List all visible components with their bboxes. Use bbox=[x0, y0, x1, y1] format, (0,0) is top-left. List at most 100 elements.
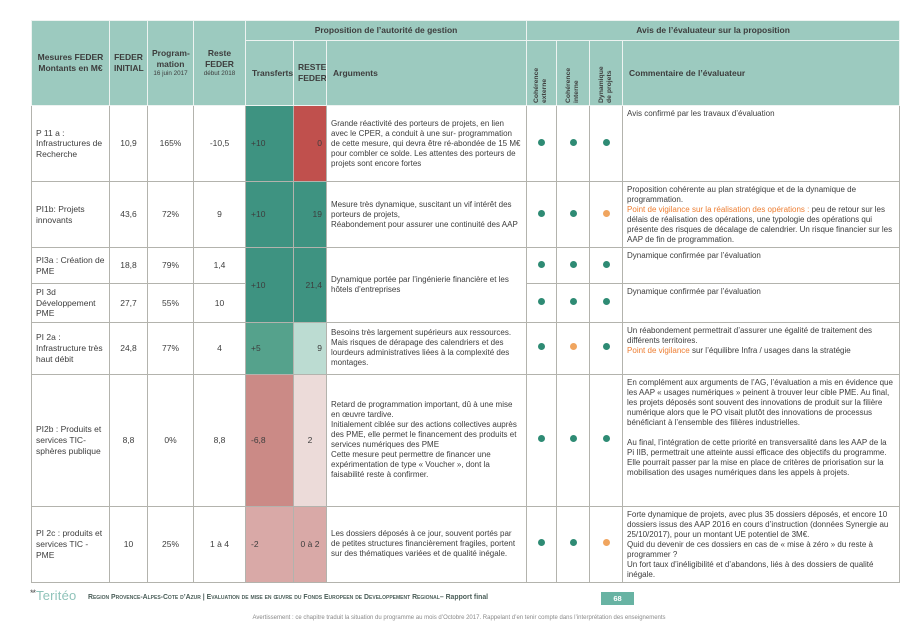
feder-initial-cell: 18,8 bbox=[109, 247, 148, 284]
table-row: P 11 a : Infrastructures de Recherche 10… bbox=[31, 105, 901, 182]
rating-dot bbox=[569, 260, 577, 268]
comment-cell: Un réabondement permettrait d’assurer un… bbox=[622, 321, 901, 375]
header-mesures: Mesures FEDER Montants en M€ bbox=[31, 20, 110, 106]
comment-cell: Dynamique confirmée par l’évaluation bbox=[622, 247, 901, 284]
dynamique-cell bbox=[589, 181, 624, 248]
reste-debut-cell: 8,8 bbox=[193, 373, 246, 507]
rating-dot bbox=[569, 343, 577, 351]
programmation-cell: 0% bbox=[147, 373, 194, 507]
arguments-cell: Dynamique portée par l’ingénierie financ… bbox=[325, 247, 528, 323]
feder-initial-cell: 27,7 bbox=[109, 283, 148, 323]
feder-initial-cell: 24,8 bbox=[109, 321, 148, 375]
transfert-cell: +10 bbox=[245, 105, 294, 182]
footnote-text: Avertissement : ce chapitre traduit la s… bbox=[252, 615, 666, 621]
comment-cell: Proposition cohérente au plan stratégiqu… bbox=[622, 181, 901, 248]
coherence-interne-cell bbox=[556, 321, 591, 375]
reste-cell: 9 bbox=[293, 321, 327, 375]
document-footer-title: Region Provence-Alpes-Cote d’Azur | Eval… bbox=[88, 594, 488, 601]
rating-dot bbox=[569, 209, 577, 217]
rating-dot bbox=[569, 297, 577, 305]
footer-title-main: Region Provence-Alpes-Cote d’Azur | Eval… bbox=[88, 594, 440, 601]
reste-debut-cell: 1 à 4 bbox=[193, 505, 246, 583]
reste-debut-cell: 1,4 bbox=[193, 247, 246, 284]
table-row: PI 2a : Infrastructure très haut débit 2… bbox=[31, 321, 901, 375]
feder-initial-cell: 10 bbox=[109, 505, 148, 583]
rating-dot bbox=[538, 209, 546, 217]
rating-dot bbox=[602, 435, 610, 443]
transfert-cell: -6,8 bbox=[245, 373, 294, 507]
rating-dot bbox=[602, 260, 610, 268]
arguments-cell: Mesure très dynamique, suscitant un vif … bbox=[325, 181, 528, 248]
logo-mark-icon: ** bbox=[30, 588, 36, 598]
coherence-interne-cell bbox=[556, 247, 591, 284]
header-feder-initial: FEDER INITIAL bbox=[109, 20, 148, 106]
arguments-cell: Grande réactivité des porteurs de projet… bbox=[325, 105, 528, 182]
footer-title-suffix: – Rapport final bbox=[439, 594, 489, 601]
rating-dot bbox=[602, 297, 610, 305]
reste-debut-cell: -10,5 bbox=[193, 105, 246, 182]
coherence-externe-cell bbox=[526, 247, 558, 284]
rating-dot bbox=[569, 539, 577, 547]
measure-cell: P 11 a : Infrastructures de Recherche bbox=[31, 105, 110, 182]
rating-dot bbox=[538, 138, 546, 146]
measure-cell: PI 2c : produits et services TIC -PME bbox=[31, 505, 110, 583]
header-reste-feder-debut: Reste FEDER début 2018 bbox=[193, 20, 246, 106]
rating-dot bbox=[538, 539, 546, 547]
rating-dot bbox=[602, 343, 610, 351]
coherence-externe-cell bbox=[526, 283, 558, 323]
rating-dot bbox=[602, 209, 610, 217]
dynamique-cell bbox=[589, 283, 624, 323]
coherence-externe-cell bbox=[526, 181, 558, 248]
table-row: PI2b : Produits et services TIC- sphères… bbox=[31, 373, 901, 507]
transfert-cell: +5 bbox=[245, 321, 294, 375]
logo-text: Teritéo bbox=[36, 588, 77, 603]
table-row: PI 3d Développement PME 27,7 55% 10 Dyna… bbox=[31, 283, 901, 323]
reste-cell: 0 bbox=[293, 105, 327, 182]
reste-debut-cell: 9 bbox=[193, 181, 246, 248]
comment-cell: Dynamique confirmée par l’évaluation bbox=[622, 283, 901, 323]
teriteo-logo: **Teritéo bbox=[30, 588, 76, 603]
coherence-externe-cell bbox=[526, 373, 558, 507]
measure-cell: PI2b : Produits et services TIC- sphères… bbox=[31, 373, 110, 507]
rating-dot bbox=[569, 138, 577, 146]
dynamique-cell bbox=[589, 373, 624, 507]
transfert-cell: -2 bbox=[245, 505, 294, 583]
page-number-badge: 68 bbox=[601, 592, 634, 605]
arguments-cell: Besoins très largement supérieurs aux re… bbox=[325, 321, 528, 375]
table-row: PI 2c : produits et services TIC -PME 10… bbox=[31, 505, 901, 583]
header-coherence-interne: Cohérence interne bbox=[556, 40, 591, 106]
arguments-cell: Les dossiers déposés à ce jour, souvent … bbox=[325, 505, 528, 583]
comment-cell: En complément aux arguments de l’AG, l’é… bbox=[622, 373, 901, 507]
comment-cell: Forte dynamique de projets, avec plus 35… bbox=[622, 505, 901, 583]
header-arguments: Arguments bbox=[325, 40, 528, 106]
comment-cell: Avis confirmé par les travaux d’évaluati… bbox=[622, 105, 901, 182]
programmation-cell: 55% bbox=[147, 283, 194, 323]
header-group-proposition: Proposition de l’autorité de gestion bbox=[244, 20, 528, 41]
table-row: PI1b: Projets innovants 43,6 72% 9 +10 1… bbox=[31, 181, 901, 248]
coherence-interne-cell bbox=[556, 181, 591, 248]
reste-debut-cell: 10 bbox=[193, 283, 246, 323]
reste-cell: 21,4 bbox=[293, 247, 327, 323]
header-group-avis: Avis de l’évaluateur sur la proposition bbox=[526, 20, 901, 41]
rating-dot bbox=[569, 435, 577, 443]
rating-dot bbox=[538, 297, 546, 305]
dynamique-cell bbox=[589, 321, 624, 375]
dynamique-cell bbox=[589, 247, 624, 284]
transfert-cell: +10 bbox=[245, 247, 294, 323]
programmation-cell: 25% bbox=[147, 505, 194, 583]
coherence-interne-cell bbox=[556, 283, 591, 323]
programmation-cell: 79% bbox=[147, 247, 194, 284]
dynamique-cell bbox=[589, 105, 624, 182]
table-row: PI3a : Création de PME 18,8 79% 1,4 +10 … bbox=[31, 247, 901, 323]
feder-evaluation-table: Mesures FEDER Montants en M€ FEDER INITI… bbox=[31, 20, 901, 583]
coherence-externe-cell bbox=[526, 505, 558, 583]
measure-cell: PI1b: Projets innovants bbox=[31, 181, 110, 248]
reste-cell: 2 bbox=[293, 373, 327, 507]
measure-cell: PI3a : Création de PME bbox=[31, 247, 110, 284]
reste-cell: 19 bbox=[293, 181, 327, 248]
dynamique-cell bbox=[589, 505, 624, 583]
feder-initial-cell: 43,6 bbox=[109, 181, 148, 248]
measure-cell: PI 2a : Infrastructure très haut débit bbox=[31, 321, 110, 375]
reste-debut-cell: 4 bbox=[193, 321, 246, 375]
